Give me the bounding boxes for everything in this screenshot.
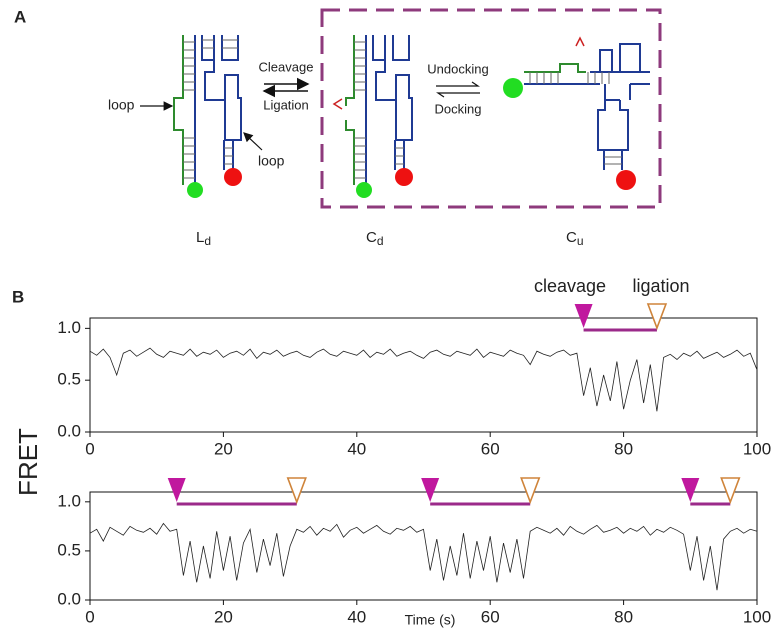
state-label: Cd	[366, 229, 384, 248]
cleavage-marker	[168, 478, 186, 502]
state-label: Ld	[196, 229, 211, 248]
x-axis-title: Time (s)	[405, 612, 456, 628]
fret-trace	[90, 348, 757, 411]
plot-frame	[90, 318, 757, 432]
x-tick-label: 40	[347, 607, 366, 626]
state-base: C	[566, 229, 577, 246]
x-tick-label: 0	[85, 607, 94, 626]
y-axis-title: FRET	[13, 428, 43, 496]
x-tick-label: 0	[85, 439, 94, 458]
ligation-marker	[721, 478, 739, 502]
cleavage-marker	[681, 478, 699, 502]
y-tick-label: 1.0	[57, 318, 81, 337]
panel-label: B	[12, 287, 24, 306]
x-tick-label: 100	[743, 439, 771, 458]
figure: A loop loop Cleavage Ligation Undocking	[0, 0, 775, 630]
panel-label: A	[14, 7, 26, 26]
x-tick-label: 40	[347, 439, 366, 458]
reaction-label: Undocking	[427, 61, 488, 76]
x-tick-label: 20	[214, 439, 233, 458]
y-tick-label: 1.0	[57, 491, 81, 510]
reaction-label: Cleavage	[259, 59, 314, 74]
ligation-marker	[521, 478, 539, 502]
structure-cd	[334, 35, 413, 198]
x-tick-label: 60	[481, 607, 500, 626]
event-label: ligation	[632, 276, 689, 296]
equilibrium-arrow	[436, 82, 478, 86]
state-sub: u	[577, 234, 584, 248]
structure-cu	[503, 38, 650, 190]
loop-arrow	[244, 133, 262, 150]
state-label: Cu	[566, 229, 584, 248]
event-label: cleavage	[534, 276, 606, 296]
state-sub: d	[377, 234, 384, 248]
x-tick-label: 100	[743, 607, 771, 626]
plot-frame	[90, 492, 757, 600]
reaction-label: Docking	[435, 101, 482, 116]
x-tick-label: 20	[214, 607, 233, 626]
equilibrium-arrow	[438, 93, 480, 97]
y-tick-label: 0.5	[57, 540, 81, 559]
x-tick-label: 80	[614, 607, 633, 626]
loop-label: loop	[258, 153, 285, 169]
cleavage-marker	[575, 304, 593, 328]
x-tick-label: 60	[481, 439, 500, 458]
state-sub: d	[204, 234, 211, 248]
reaction-label: Ligation	[263, 97, 309, 112]
fret-trace	[90, 523, 757, 590]
ligation-marker	[648, 304, 666, 328]
x-tick-label: 80	[614, 439, 633, 458]
cleavage-marker	[421, 478, 439, 502]
y-tick-label: 0.5	[57, 370, 81, 389]
structure-ld	[174, 35, 242, 198]
loop-label: loop	[108, 97, 135, 113]
state-base: C	[366, 229, 377, 246]
ligation-marker	[288, 478, 306, 502]
y-tick-label: 0.0	[57, 421, 81, 440]
y-tick-label: 0.0	[57, 589, 81, 608]
state-base: L	[196, 229, 204, 246]
